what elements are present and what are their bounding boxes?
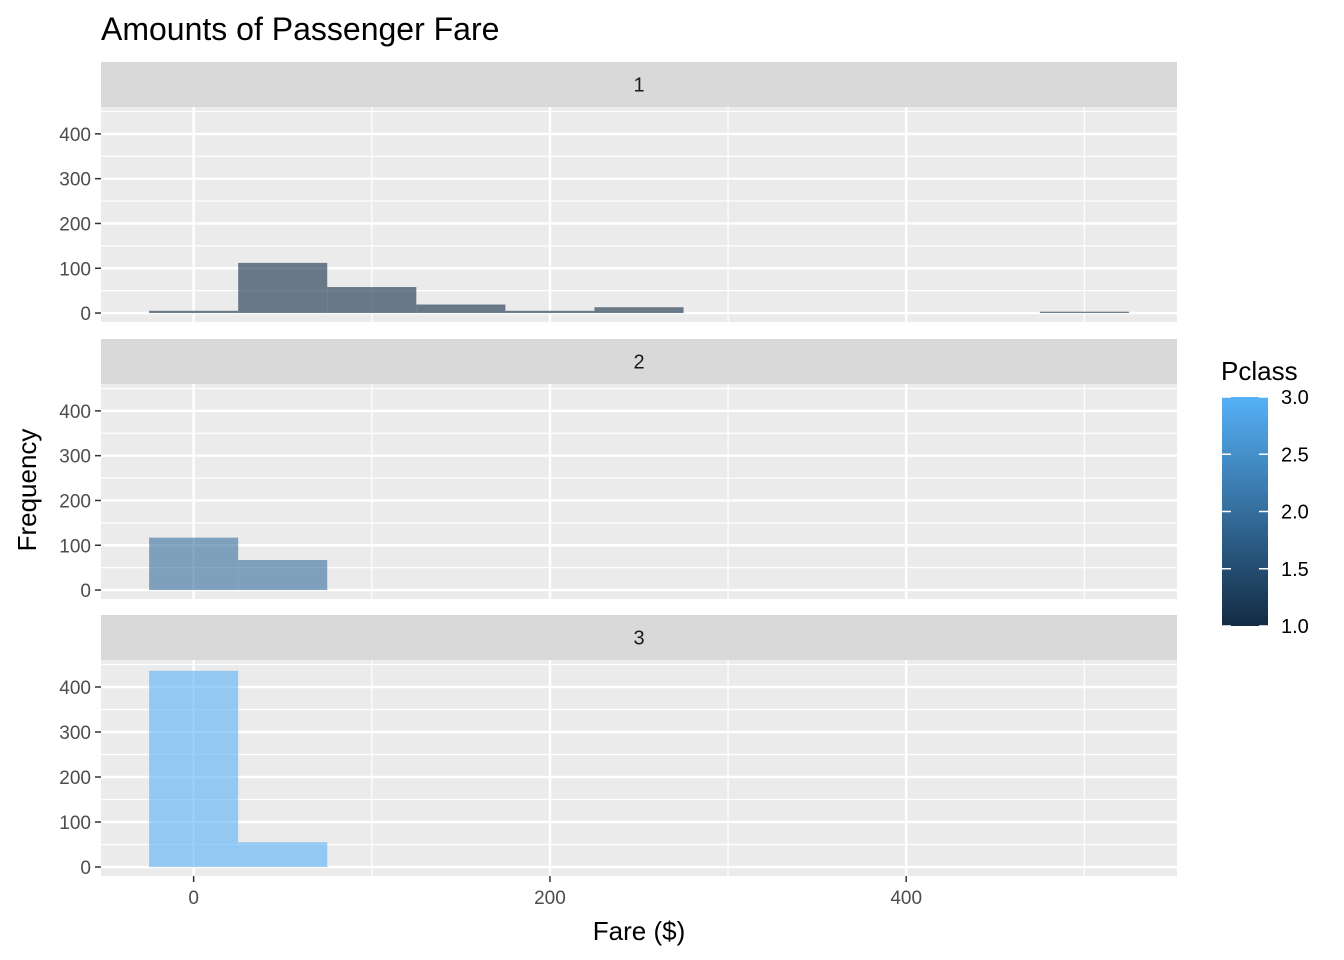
y-tick-label: 300 (59, 723, 91, 744)
facet-strip (101, 339, 1177, 384)
y-tick-label: 0 (80, 581, 91, 602)
histogram-bar (416, 304, 506, 314)
y-axis-title: Frequency (12, 429, 42, 552)
legend-tick-label: 1.5 (1281, 559, 1309, 581)
x-tick-label: 400 (890, 888, 922, 909)
histogram-bar (238, 262, 328, 314)
chart-title: Amounts of Passenger Fare (101, 11, 499, 47)
facet-panel: 3 0 100 200 300 400 (59, 615, 1177, 879)
y-tick-label: 200 (59, 491, 91, 512)
y-tick-label: 400 (59, 678, 91, 699)
facet-strip-label: 3 (633, 628, 644, 650)
y-tick-label: 400 (59, 125, 91, 146)
legend: Pclass 1.0 1.5 2.0 2.5 3.0 (1221, 356, 1309, 638)
facet-panels: 1 0 100 200 300 400 2 0 100 200 300 400 3 0 100 200 300 4… (59, 62, 1177, 879)
y-tick-label: 300 (59, 447, 91, 468)
histogram-bar (149, 310, 239, 314)
facet-panel: 2 0 100 200 300 400 (59, 339, 1177, 602)
histogram-bar (238, 560, 328, 591)
facet-strip-label: 1 (633, 75, 644, 97)
facet-strip (101, 62, 1177, 107)
y-tick-label: 100 (59, 259, 91, 280)
facet-strip (101, 615, 1177, 660)
y-tick-label: 400 (59, 402, 91, 423)
x-tick-label: 200 (534, 888, 566, 909)
y-tick-label: 200 (59, 768, 91, 789)
x-axis-title: Fare ($) (593, 916, 685, 946)
y-tick-label: 200 (59, 214, 91, 235)
x-axis: 0 200 400 (188, 876, 922, 909)
facet-strip-label: 2 (633, 352, 644, 374)
x-tick-label: 0 (188, 888, 199, 909)
legend-title: Pclass (1221, 356, 1298, 386)
histogram-bar (149, 537, 239, 591)
y-tick-label: 100 (59, 536, 91, 557)
y-tick-label: 300 (59, 170, 91, 191)
histogram-bar (327, 287, 417, 314)
panel-background (101, 660, 1177, 876)
legend-tick-label: 3.0 (1281, 387, 1309, 409)
legend-tick-label: 1.0 (1281, 616, 1309, 638)
histogram-bar (149, 670, 239, 867)
y-tick-label: 0 (80, 304, 91, 325)
y-tick-label: 100 (59, 813, 91, 834)
y-tick-label: 0 (80, 858, 91, 879)
facet-panel: 1 0 100 200 300 400 (59, 62, 1177, 325)
histogram-bar (238, 842, 328, 867)
legend-tick-label: 2.5 (1281, 444, 1309, 466)
histogram-bar (505, 310, 595, 314)
histogram-bar (1039, 311, 1129, 314)
histogram-bar (594, 307, 684, 314)
legend-tick-label: 2.0 (1281, 502, 1309, 524)
